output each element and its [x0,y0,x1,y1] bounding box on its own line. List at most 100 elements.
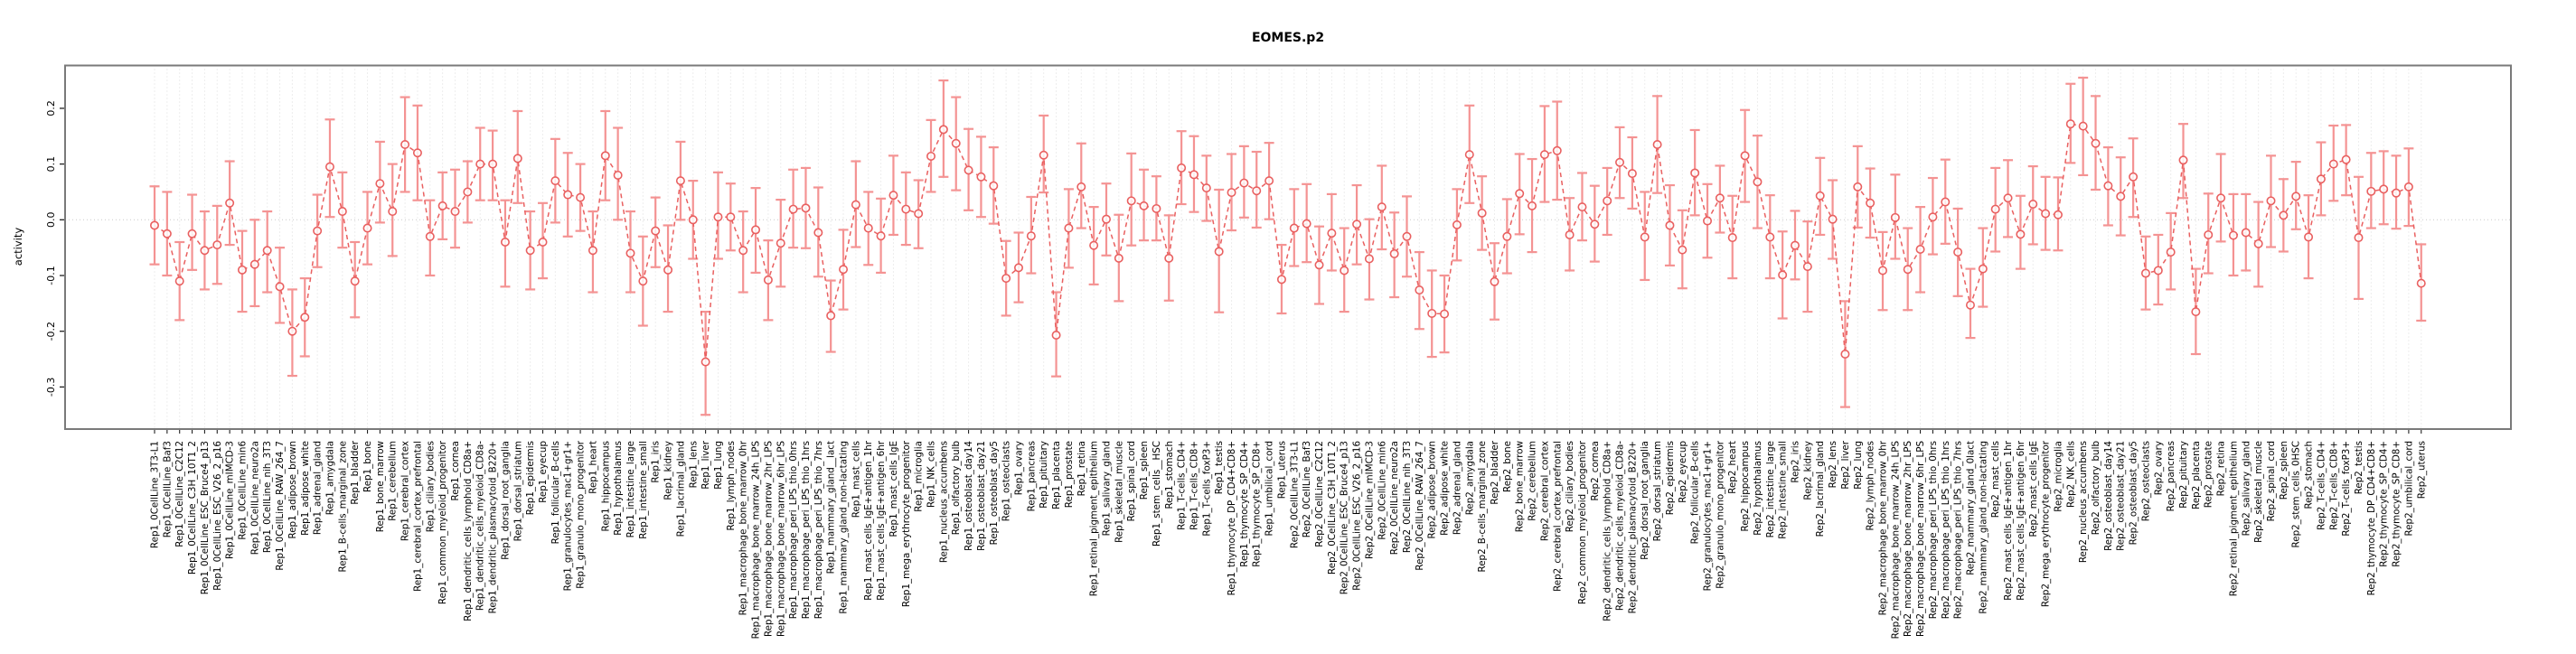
x-tick-label: Rep1_0CellLine_ESC_V26_2_p16 [212,441,223,591]
data-point-marker [1990,204,2000,214]
x-tick-label: Rep2_follicular_B-cells [1690,441,1701,544]
x-tick-label: Rep1_olfactory_bulb [951,441,962,535]
x-tick-label: Rep2_cornea [1590,441,1601,500]
data-point-marker [550,176,560,186]
x-tick-label: Rep2_hippocampus [1740,441,1751,531]
x-tick-label: Rep1_mega_erythrocyte_progenitor [901,440,912,607]
x-tick-label: Rep1_dendritic_plasmacytoid_B220+ [488,441,499,613]
data-point-marker [1603,196,1612,206]
data-point-marker [1114,253,1123,263]
data-point-marker [1690,168,1700,178]
data-point-marker [1640,232,1650,242]
data-point-marker [525,246,535,256]
x-tick-label: Rep1_osteoblast_day21 [976,441,987,551]
data-point-marker [1101,214,1111,224]
data-point-marker [437,201,447,210]
x-tick-label: Rep2_mast_cells [1990,441,2001,518]
x-tick-label: Rep2_osteoblast_day5 [2129,441,2139,545]
x-tick-label: Rep1_macrophage_bone_marrow_6hr_LPS [776,441,786,637]
data-point-marker [2291,192,2301,201]
data-point-marker [1915,245,1925,255]
data-point-marker [1302,219,1312,229]
data-point-marker [1464,150,1474,160]
data-point-marker [249,259,259,269]
x-tick-label: Rep1_osteoblast_day5 [989,441,1000,545]
x-tick-label: Rep1_0CellLine_Baf3 [162,441,173,537]
data-point-marker [2204,229,2214,239]
x-tick-label: Rep2_B-cells_marginal_zone [1477,441,1488,572]
x-tick-label: Rep2_mast_cells_IgE+antigen_1hr [2003,440,2014,600]
x-tick-label: Rep1_adipose_brown [287,441,298,538]
data-point-marker [1239,178,1249,188]
x-tick-label: Rep1_mast_cells_IgE+antigen_6hr [876,440,887,600]
x-tick-label: Rep2_spleen [2279,441,2289,500]
x-tick-label: Rep1_amygdala [324,441,335,515]
data-point-marker [1013,263,1023,273]
x-tick-label: Rep1_retinal_pigment_epithelium [1089,441,1100,596]
x-tick-label: Rep2_0CellLine_RAW_264_7 [1415,441,1425,571]
x-tick-label: Rep2_osteoclasts [2140,441,2151,521]
data-point-marker [1089,240,1099,250]
data-point-marker [2266,196,2276,206]
data-point-marker [275,282,285,292]
data-point-marker [751,225,761,235]
x-tick-label: Rep2_macrophage_peri_LPS_thio_0hrs [1928,441,1939,619]
data-point-marker [1965,300,1975,310]
x-tick-label: Rep1_placenta [1051,441,1062,509]
data-point-marker [1276,275,1286,285]
data-point-marker [1577,202,1587,212]
data-point-marker [1177,163,1187,173]
data-point-marker [1941,197,1951,207]
x-tick-label: Rep1_dendritic_cells_lymphoid_CD8a+ [463,441,474,621]
y-tick-label: -0.1 [45,266,57,285]
x-tick-label: Rep2_common_myeloid_progenitor [1577,440,1588,604]
x-tick-label: Rep1_lacrimal_gland [675,441,686,537]
data-point-marker [938,125,948,135]
data-point-marker [150,220,160,230]
x-tick-label: Rep2_stomach [2304,441,2315,509]
x-tick-label: Rep2_thymocyte_SP_CD8+ [2392,441,2402,567]
data-point-marker [174,276,184,286]
x-tick-label: Rep1_dorsal_striatum [512,441,523,541]
x-tick-label: Rep2_mast_cells_IgE+antigen_6hr [2016,440,2026,600]
data-point-marker [1853,182,1863,192]
data-point-marker [2379,184,2389,194]
data-point-marker [613,170,623,180]
x-tick-label: Rep2_granulo_mono_progenitor [1715,440,1725,588]
x-tick-label: Rep2_0CellLine_ESC_Bruce4_p13 [1340,441,1350,594]
data-point-marker [2153,266,2163,276]
x-tick-label: Rep1_B-cells_marginal_zone [337,441,348,572]
x-tick-label: Rep1_bone_marrow [375,441,386,532]
data-point-marker [1126,196,1136,206]
x-tick-label: Rep1_dorsal_root_ganglia [500,441,511,560]
x-tick-label: Rep2_epidermis [1665,441,1676,515]
x-tick-label: Rep2_bone [1502,441,1513,492]
x-tick-label: Rep2_intestine_large [1765,441,1776,537]
data-point-marker [926,151,936,161]
data-point-marker [1539,150,1549,160]
data-point-marker [162,229,172,238]
x-tick-label: Rep1_T-cells_foxP3+ [1201,441,1212,537]
x-tick-label: Rep1_salivary_gland [1101,441,1112,536]
x-tick-label: Rep2_lens [1828,441,1838,488]
data-point-marker [1377,202,1387,212]
data-point-marker [1740,151,1750,161]
x-tick-label: Rep1_intestine_small [638,441,649,539]
x-tick-label: Rep2_0CellLine_C2C12 [1314,441,1325,547]
x-tick-label: Rep2_T-cells_CD8+ [2328,441,2339,530]
data-point-marker [337,207,347,217]
x-tick-label: Rep2_osteoblast_day21 [2116,441,2127,551]
data-point-marker [2166,248,2176,257]
x-tick-label: Rep2_adipose_brown [1427,441,1438,538]
data-point-marker [1565,229,1575,239]
x-tick-label: Rep1_T-cells_CD4+ [1177,441,1188,530]
data-point-marker [976,172,986,182]
data-point-marker [563,190,573,200]
data-point-marker [2041,209,2051,219]
x-tick-label: Rep1_umbilical_cord [1264,441,1275,536]
data-point-marker [675,176,685,186]
data-point-marker [2341,154,2351,164]
data-point-marker [1490,276,1500,286]
x-tick-label: Rep2_ciliary_bodies [1565,441,1575,532]
